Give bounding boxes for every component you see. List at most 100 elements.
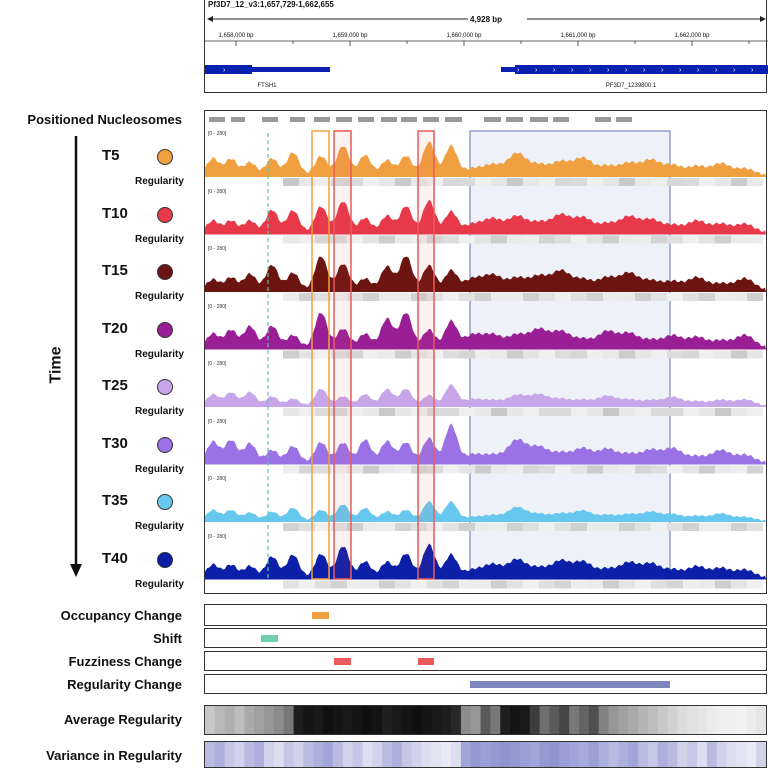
average-regularity-cell [579,706,590,734]
regularity-strip-cell [411,178,427,186]
regularity-strip-cell [619,465,635,474]
regularity-strip-cell [299,178,315,186]
average-regularity-cell [283,706,295,734]
track-range-label: [0 - 280] [208,533,227,540]
timepoint-label: T35 [102,492,128,509]
regularity-strip-cell [683,465,699,474]
nucleosome-mark [314,117,330,122]
variance-regularity-cell [657,742,669,767]
regularity-strip-cell [411,235,427,244]
regularity-strip-cell [587,465,603,474]
time-label: Time [47,346,65,384]
regularity-strip-cell [443,235,459,244]
timepoint-color-dot [157,379,173,395]
regularity-strip-cell [347,293,363,301]
regularity-strip-cell [555,523,571,531]
regularity-strip-cell [507,580,523,589]
timepoint-label: T10 [102,204,128,222]
regularity-strip-cell [395,293,411,301]
regularity-strip-cell [555,580,571,589]
regularity-strip-cell [347,580,363,589]
regularity-strip-cell [667,523,683,531]
variance-regularity-cell [264,742,275,767]
regularity-strip-cell [379,178,395,186]
tick-label: 1,662,000 bp [674,33,710,39]
variance-regularity-cell [529,742,541,767]
regularity-strip-cell [443,408,459,416]
regularity-strip-cell [587,178,603,186]
variance-regularity-cell [254,742,265,767]
regularity-label: Regularity [135,521,184,532]
regularity-strip-cell [315,408,331,416]
average-regularity-cell [205,706,216,734]
regularity-strip-cell [283,235,299,244]
svg-text:›: › [715,67,718,74]
average-regularity-cell [667,706,678,734]
average-regularity-cell [244,706,255,734]
variance-regularity-cell [224,742,236,767]
regularity-strip-cell [315,178,331,186]
variance-regularity-cell [628,742,639,767]
regularity-strip-cell [699,350,715,359]
regularity-strip-cell [283,523,299,531]
nucleosome-mark [530,117,548,122]
regularity-label: Regularity [135,348,184,360]
regularity-strip-cell [331,178,347,186]
variance-regularity-cell [756,742,766,767]
gene-label-ftsh1: FTSH1 [257,83,277,89]
regularity-strip-cell [347,465,363,474]
regularity-strip-cell [299,235,315,244]
variance-regularity-cell [362,742,373,767]
nucleosome-mark [616,117,632,122]
track-range-label: [0 - 280] [208,303,227,310]
regularity-strip-cell [475,580,491,589]
regularity-strip-cell [651,235,667,244]
variance-regularity-cell [372,742,383,767]
coverage-track [205,383,766,407]
regularity-strip-cell [523,293,539,301]
timepoint-label: T25 [102,377,128,394]
variance-regularity-cell [303,742,314,767]
regularity-strip-cell [635,523,651,531]
regularity-strip-cell [475,293,491,301]
average-regularity-cell [411,706,423,734]
regularity-strip-cell [571,350,587,359]
regularity-strip-cell [459,235,475,244]
regularity-strip-cell [427,235,443,244]
variance-regularity-cell [549,742,560,767]
regularity-strip-cell [523,350,539,359]
timepoint-label: T15 [102,262,128,279]
regularity-strip-cell [555,235,571,244]
average-regularity-cell [598,706,610,734]
regularity-strip-cell [459,293,475,301]
average-regularity-cell [500,706,511,734]
nucleosome-mark [209,117,225,122]
timepoint-label: T40 [102,549,128,567]
regularity-strip-cell [507,408,523,416]
regularity-strip-cell [363,235,379,244]
regularity-strip-cell [651,408,667,416]
variance-regularity-cell [716,742,728,767]
coverage-track [205,543,766,580]
regularity-strip-cell [667,293,683,301]
average-regularity-cell [519,706,531,734]
tick-label: 1,661,000 bp [560,33,596,39]
variance-regularity-cell [588,742,600,767]
regularity-strip-cell [651,465,667,474]
average-regularity-cell [323,706,334,734]
average-regularity-cell [657,706,669,734]
average-regularity-cell [264,706,275,734]
variance-regularity-cell [677,742,688,767]
regularity-strip-cell [555,350,571,359]
regularity-strip-cell [635,350,651,359]
track-range-label: [0 - 280] [208,188,227,195]
track-range-label: [0 - 280] [208,476,227,482]
regularity-strip-cell [715,465,731,474]
regularity-strip-cell [651,350,667,359]
regularity-strip-cell [475,408,491,416]
regularity-strip-cell [523,178,539,186]
regularity-strip-cell [427,523,443,531]
track-range-label: [0 - 280] [208,131,227,137]
svg-text:›: › [589,67,592,74]
average-regularity-cell [392,706,403,734]
